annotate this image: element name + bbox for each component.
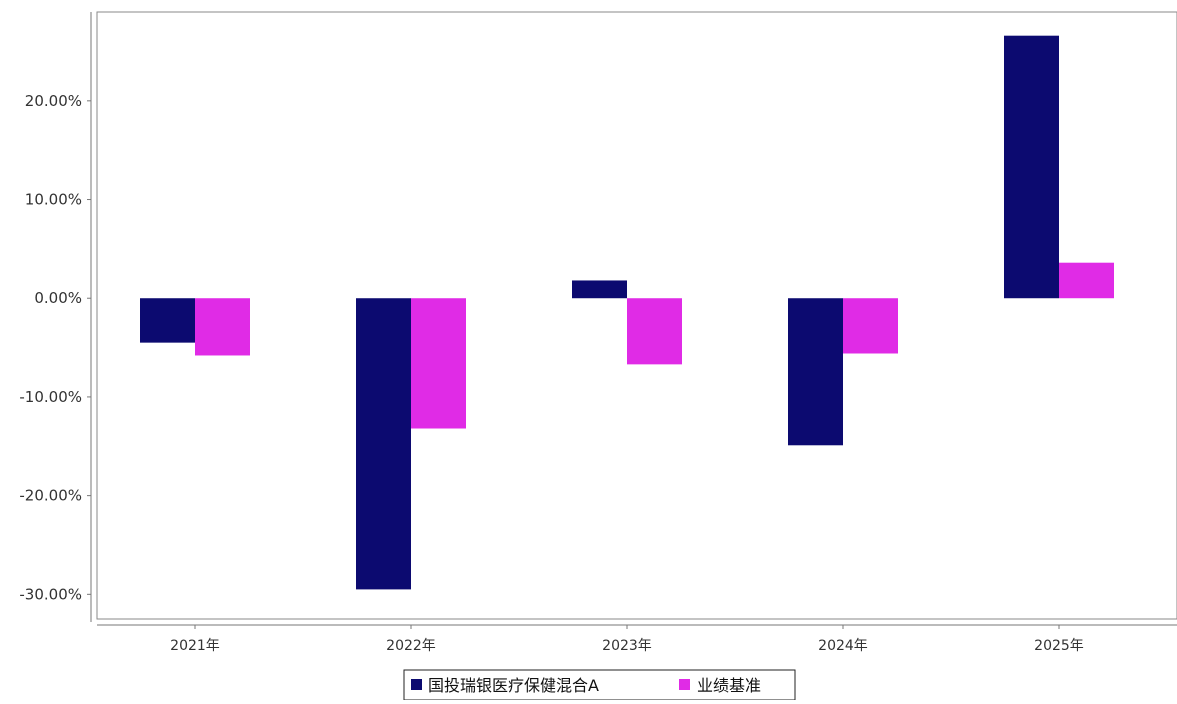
y-tick-label: -30.00% (19, 585, 82, 603)
bar-series-2-2021年 (195, 298, 250, 356)
bar-series-2-2022年 (411, 298, 466, 429)
legend-swatch-series-2 (679, 679, 690, 690)
legend-box (403, 669, 796, 701)
x-tick-label: 2022年 (386, 638, 436, 654)
bar-series-1-2025年 (1004, 35, 1059, 299)
y-axis-ticks: -30.00% -20.00% -10.00% 0.00% 10.00% 20.00% (19, 92, 91, 603)
bar-series-group (140, 35, 1114, 590)
legend-label-series-1: 国投瑞银医疗保健混合A (428, 676, 599, 695)
x-tick-label: 2021年 (170, 638, 220, 654)
bar-series-2-2025年 (1059, 262, 1114, 299)
bar-series-1-2022年 (356, 298, 411, 590)
x-tick-label: 2025年 (1034, 638, 1084, 654)
legend: 国投瑞银医疗保健混合A 业绩基准 (403, 669, 796, 701)
legend-label-series-2: 业绩基准 (697, 676, 761, 695)
bar-series-1-2024年 (788, 298, 843, 446)
x-tick-label: 2023年 (602, 638, 652, 654)
y-tick-label: -10.00% (19, 388, 82, 406)
bar-series-1-2021年 (140, 298, 195, 343)
y-tick-label: 10.00% (25, 191, 82, 209)
y-tick-label: -20.00% (19, 487, 82, 505)
y-tick-label: 0.00% (34, 289, 82, 307)
x-axis-ticks: 2021年 2022年 2023年 2024年 2025年 (170, 625, 1084, 654)
bar-series-2-2023年 (627, 298, 682, 365)
bar-series-1-2023年 (572, 280, 627, 299)
bar-series-2-2024年 (843, 298, 898, 354)
y-tick-label: 20.00% (25, 92, 82, 110)
legend-swatch-series-1 (411, 679, 422, 690)
x-tick-label: 2024年 (818, 638, 868, 654)
